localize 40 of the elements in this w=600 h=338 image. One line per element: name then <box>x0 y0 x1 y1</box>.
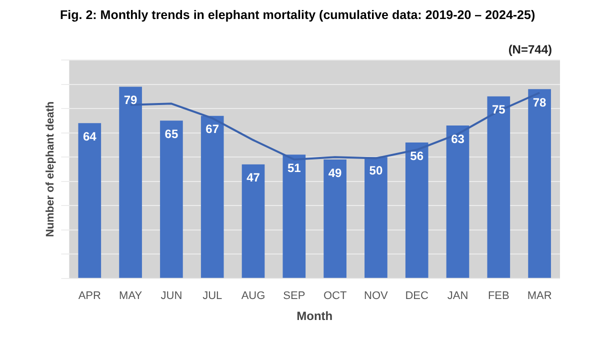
x-tick-label: MAY <box>119 290 143 302</box>
y-axis-title: Number of elephant death <box>44 101 57 238</box>
x-tick-label: NOV <box>364 290 389 302</box>
data-label: 50 <box>369 163 383 178</box>
x-tick-label: JUL <box>202 290 222 302</box>
data-label: 79 <box>124 93 138 108</box>
x-tick-label: DEC <box>405 290 429 302</box>
bar <box>200 116 224 278</box>
bar <box>324 159 346 278</box>
data-label: 75 <box>492 102 506 117</box>
text: (N=744) <box>508 42 552 56</box>
data-label: 49 <box>328 166 342 180</box>
x-tick-label: FEB <box>488 290 510 302</box>
data-label: 78 <box>532 95 547 110</box>
data-label: 51 <box>287 160 302 175</box>
data-label: 47 <box>246 170 260 185</box>
x-tick-label: JAN <box>447 290 468 302</box>
bar <box>78 123 102 278</box>
x-tick-label: APR <box>78 290 102 302</box>
bar <box>405 142 428 278</box>
x-tick-label: MAR <box>527 290 552 302</box>
data-label: 64 <box>82 129 97 144</box>
x-tick-label: AUG <box>241 290 266 302</box>
data-label: 56 <box>410 148 424 163</box>
bar <box>160 120 183 278</box>
x-axis-title: Month <box>296 309 333 324</box>
chart-title: Fig. 2: Monthly trends in elephant mortality (cumulative data: 2019-20 – 2024-25) <box>60 8 536 22</box>
bar <box>528 89 551 278</box>
x-tick-label: JUN <box>160 290 182 302</box>
x-tick-label: SEP <box>283 290 306 302</box>
bar <box>446 126 470 278</box>
x-tick-label: OCT <box>323 290 347 302</box>
data-label: 65 <box>164 126 178 141</box>
bar <box>364 157 388 278</box>
bar <box>119 86 142 278</box>
bar <box>487 96 510 278</box>
bar <box>242 164 265 278</box>
data-label: 67 <box>206 122 220 136</box>
data-label: 63 <box>451 132 465 146</box>
bar <box>282 154 306 278</box>
